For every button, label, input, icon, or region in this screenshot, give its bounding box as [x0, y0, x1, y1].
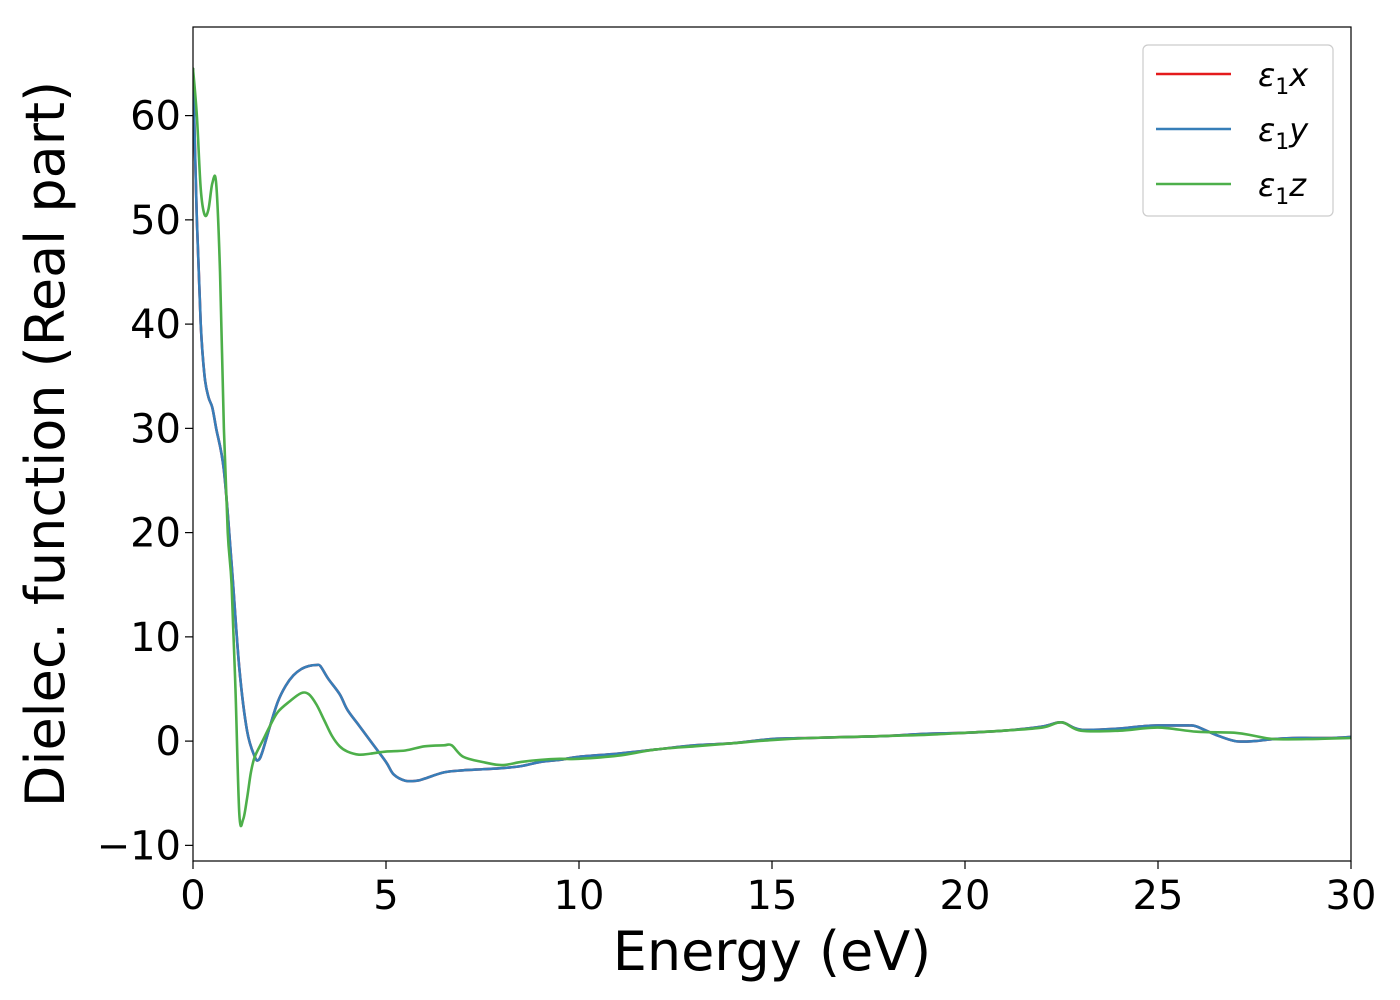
y-tick-label: 30	[130, 406, 181, 452]
x-tick-label: 15	[747, 873, 798, 919]
y-tick-label: 0	[156, 719, 181, 765]
legend-variable: z	[1288, 166, 1307, 204]
x-tick-label: 25	[1133, 873, 1184, 919]
legend-subscript: 1	[1275, 75, 1289, 100]
legend-label-z: ε1z	[1258, 166, 1307, 210]
series-line-z	[193, 67, 1351, 828]
series-layer	[193, 67, 1351, 828]
legend-label-y: ε1y	[1258, 111, 1309, 155]
x-tick-label: 10	[554, 873, 605, 919]
x-tick-label: 20	[940, 873, 991, 919]
y-tick-label: 50	[130, 198, 181, 244]
legend-box	[1142, 44, 1334, 217]
y-axis-title: Dielec. function (Real part)	[14, 81, 77, 807]
legend-symbol: ε	[1258, 111, 1275, 149]
x-axis-title: Energy (eV)	[613, 920, 932, 983]
legend-variable: x	[1288, 56, 1309, 94]
x-tick-label: 5	[373, 873, 398, 919]
legend-subscript: 1	[1275, 185, 1289, 210]
y-tick-label: 60	[130, 94, 181, 140]
legend-label-x: ε1x	[1258, 56, 1309, 100]
y-tick-label: 20	[130, 511, 181, 557]
x-tick-label: 0	[180, 873, 205, 919]
legend-symbol: ε	[1258, 166, 1275, 204]
legend-symbol: ε	[1258, 56, 1275, 94]
x-tick-label: 30	[1326, 873, 1377, 919]
series-line-y	[193, 67, 1351, 783]
legend-variable: y	[1288, 111, 1309, 149]
y-tick-label: 40	[130, 302, 181, 348]
y-tick-label: 10	[130, 615, 181, 661]
legend-subscript: 1	[1275, 130, 1289, 155]
y-tick-label: −10	[97, 823, 181, 869]
